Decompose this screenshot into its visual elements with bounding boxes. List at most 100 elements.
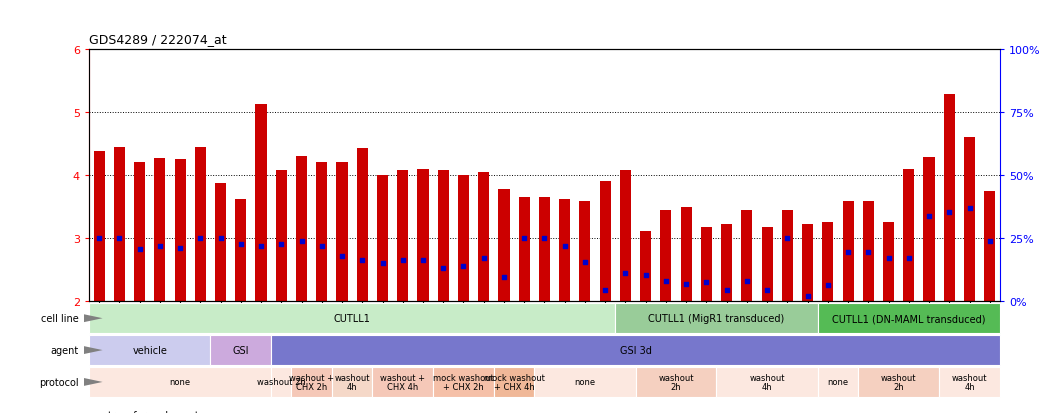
Bar bbox=[89, 367, 271, 397]
Point bbox=[881, 255, 897, 262]
Polygon shape bbox=[84, 314, 103, 323]
Bar bbox=[802, 225, 814, 301]
Point bbox=[293, 238, 310, 245]
Point bbox=[374, 260, 391, 267]
Bar bbox=[255, 105, 267, 301]
Text: washout +
CHX 2h: washout + CHX 2h bbox=[289, 373, 334, 391]
Bar bbox=[559, 199, 571, 301]
Point bbox=[435, 266, 451, 272]
Bar bbox=[700, 227, 712, 301]
Point bbox=[577, 259, 594, 266]
Bar bbox=[923, 158, 935, 301]
Bar bbox=[822, 223, 833, 301]
Text: CUTLL1 (DN-MAML transduced): CUTLL1 (DN-MAML transduced) bbox=[832, 313, 985, 323]
Text: transformed count: transformed count bbox=[108, 411, 199, 413]
Point bbox=[91, 235, 108, 242]
Point bbox=[354, 257, 371, 264]
Bar bbox=[89, 335, 210, 365]
Text: washout
4h: washout 4h bbox=[952, 373, 987, 391]
Bar bbox=[336, 163, 348, 301]
Point bbox=[759, 287, 776, 294]
Bar bbox=[332, 367, 373, 397]
Text: washout
4h: washout 4h bbox=[334, 373, 370, 391]
Point bbox=[718, 287, 735, 294]
Bar bbox=[377, 176, 388, 301]
Bar bbox=[661, 211, 671, 301]
Point bbox=[131, 247, 148, 253]
Point bbox=[840, 249, 856, 256]
Point bbox=[495, 274, 512, 281]
Bar bbox=[114, 147, 125, 301]
Point bbox=[252, 243, 269, 249]
Bar bbox=[943, 95, 955, 301]
Bar bbox=[271, 367, 291, 397]
Bar bbox=[357, 149, 367, 301]
Bar bbox=[964, 138, 975, 301]
Text: washout
4h: washout 4h bbox=[750, 373, 785, 391]
Point bbox=[617, 270, 633, 276]
Text: mock washout
+ CHX 2h: mock washout + CHX 2h bbox=[433, 373, 494, 391]
Bar bbox=[636, 367, 716, 397]
Point bbox=[111, 235, 128, 242]
Bar bbox=[984, 191, 996, 301]
Bar bbox=[154, 159, 165, 301]
Text: vehicle: vehicle bbox=[132, 345, 168, 355]
Bar bbox=[904, 169, 914, 301]
Point bbox=[273, 242, 290, 248]
Bar bbox=[600, 182, 610, 301]
Bar bbox=[458, 176, 469, 301]
Bar bbox=[518, 197, 530, 301]
Bar bbox=[782, 210, 793, 301]
Point bbox=[556, 243, 573, 249]
Bar bbox=[236, 199, 246, 301]
Bar bbox=[859, 367, 939, 397]
Bar bbox=[539, 197, 550, 301]
Bar bbox=[883, 223, 894, 301]
Point bbox=[213, 235, 229, 242]
Bar bbox=[498, 190, 510, 301]
Bar bbox=[195, 148, 206, 301]
Bar bbox=[620, 171, 631, 301]
Bar bbox=[373, 367, 433, 397]
Text: GDS4289 / 222074_at: GDS4289 / 222074_at bbox=[89, 33, 226, 45]
Point bbox=[192, 235, 208, 242]
Point bbox=[597, 287, 614, 294]
Bar bbox=[397, 171, 408, 301]
Text: cell line: cell line bbox=[41, 313, 79, 323]
Text: washout
2h: washout 2h bbox=[659, 373, 694, 391]
Bar bbox=[721, 225, 732, 301]
Point bbox=[900, 255, 917, 262]
Bar bbox=[433, 367, 494, 397]
Text: none: none bbox=[575, 377, 596, 387]
Point bbox=[536, 235, 553, 242]
Bar bbox=[579, 202, 591, 301]
Bar bbox=[863, 202, 874, 301]
Text: washout 2h: washout 2h bbox=[257, 377, 306, 387]
Bar bbox=[681, 207, 692, 301]
Point bbox=[738, 278, 755, 285]
Text: CUTLL1: CUTLL1 bbox=[334, 313, 371, 323]
Point bbox=[395, 257, 411, 264]
Bar bbox=[89, 304, 616, 333]
Point bbox=[779, 235, 796, 242]
Point bbox=[961, 205, 978, 211]
Text: CUTLL1 (MigR1 transduced): CUTLL1 (MigR1 transduced) bbox=[648, 313, 784, 323]
Point bbox=[152, 243, 169, 249]
Text: none: none bbox=[827, 377, 848, 387]
Point bbox=[415, 257, 431, 264]
Text: GSI: GSI bbox=[232, 345, 249, 355]
Bar bbox=[175, 160, 185, 301]
Point bbox=[638, 272, 654, 278]
Point bbox=[232, 242, 249, 248]
Point bbox=[920, 213, 937, 220]
Bar bbox=[843, 202, 853, 301]
Bar bbox=[939, 367, 1000, 397]
Point bbox=[516, 235, 533, 242]
Text: washout +
CHX 4h: washout + CHX 4h bbox=[380, 373, 425, 391]
Polygon shape bbox=[84, 378, 103, 386]
Bar bbox=[134, 163, 146, 301]
Text: washout
2h: washout 2h bbox=[881, 373, 916, 391]
Bar bbox=[478, 172, 489, 301]
Bar bbox=[818, 304, 1000, 333]
Bar bbox=[316, 163, 328, 301]
